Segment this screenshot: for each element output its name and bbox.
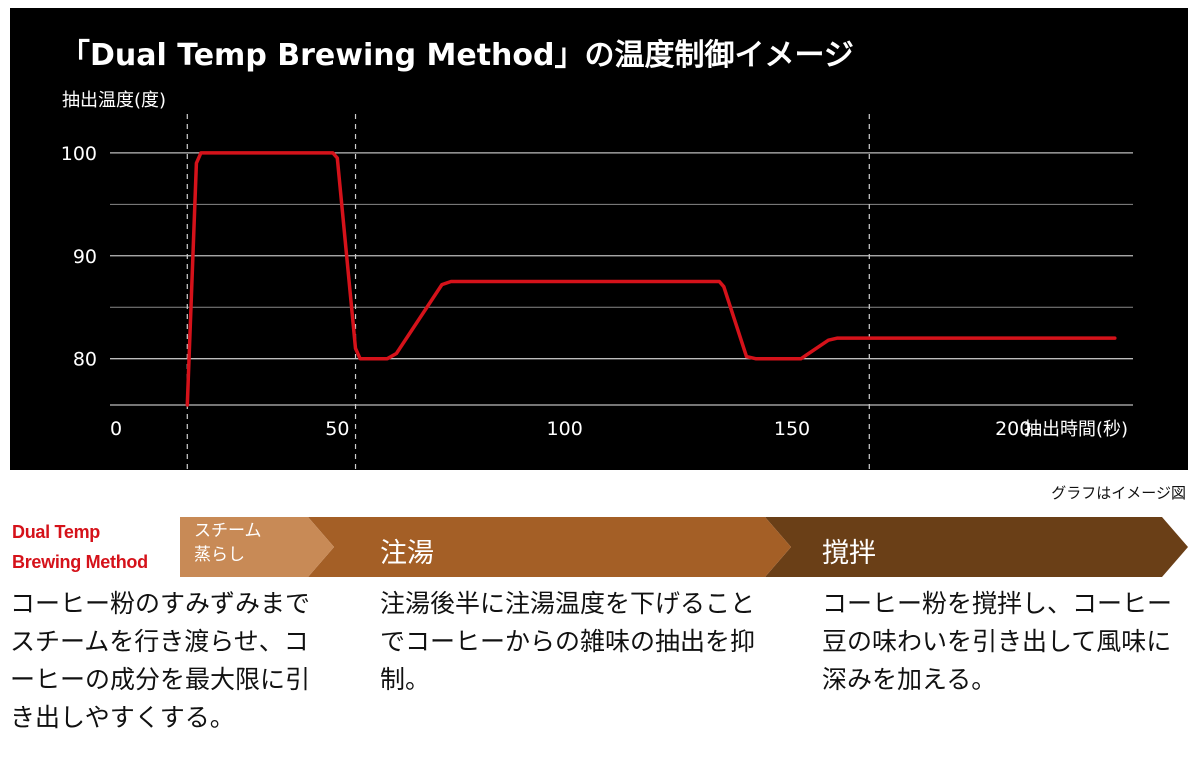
phase-label-pour: 注湯	[380, 538, 434, 569]
chart-note: グラフはイメージ図	[1051, 484, 1186, 502]
phase-arrow-steam	[180, 517, 334, 577]
brand-label: Dual Temp Brewing Method	[12, 517, 182, 577]
chart-title: 「Dual Temp Brewing Method」の温度制御イメージ	[60, 38, 854, 73]
y-axis-label: 抽出温度(度)	[62, 90, 167, 111]
x-tick-label: 50	[325, 418, 349, 440]
y-tick-label: 80	[73, 349, 97, 371]
phase-label-steam-line-1: スチーム	[194, 521, 262, 541]
y-tick-label: 90	[73, 246, 97, 268]
x-axis-label: 抽出時間(秒)	[1024, 419, 1128, 440]
y-tick-label: 100	[61, 143, 97, 165]
chart-panel: 「Dual Temp Brewing Method」の温度制御イメージ 抽出温度…	[10, 8, 1188, 470]
description-stir: コーヒー粉を撹拌し、コーヒー豆の味わいを引き出して風味に深みを加える。	[822, 589, 1173, 694]
x-tick-label: 150	[774, 418, 810, 440]
phase-label-steam-line-2: 蒸らし	[194, 545, 245, 565]
phase-arrow-pour	[308, 517, 791, 577]
brand-line-1: Dual Temp	[12, 522, 100, 542]
x-tick-label: 100	[547, 418, 583, 440]
brand-line-2: Brewing Method	[12, 552, 148, 572]
temperature-series-line	[185, 151, 1117, 407]
phase-arrow-bar	[180, 517, 1188, 577]
phase-label-stir: 撹拌	[822, 538, 876, 569]
x-tick-label: 0	[110, 418, 122, 440]
x-tick-label: 200	[995, 418, 1031, 440]
phase-arrow-stir	[765, 517, 1188, 577]
phase-label-steam: スチーム 蒸らし	[194, 519, 262, 567]
description-steam: コーヒー粉のすみずみまでスチームを行き渡らせ、コーヒーの成分を最大限に引き出しや…	[10, 589, 311, 732]
description-pour: 注湯後半に注湯温度を下げることでコーヒーからの雑味の抽出を抑制。	[380, 589, 756, 694]
